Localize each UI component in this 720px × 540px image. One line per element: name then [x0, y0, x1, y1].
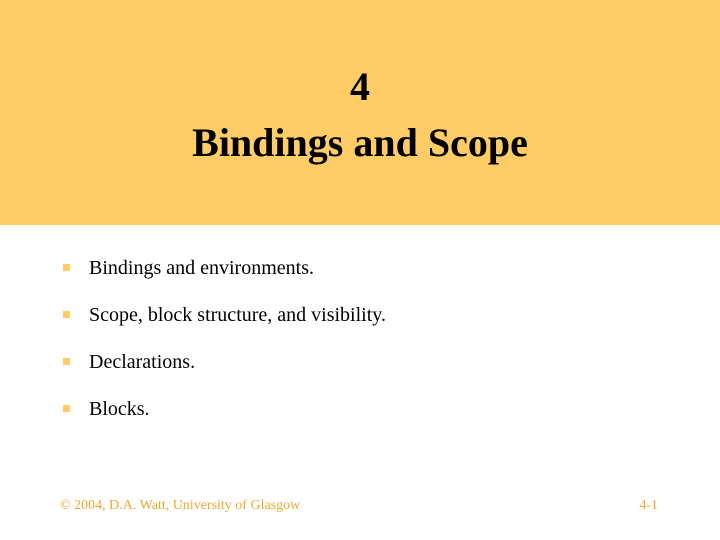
square-bullet-icon	[63, 311, 70, 318]
title-band: 4 Bindings and Scope	[0, 0, 720, 225]
square-bullet-icon	[63, 264, 70, 271]
bullet-text: Scope, block structure, and visibility.	[89, 304, 386, 326]
slide-chapter-number: 4	[350, 64, 370, 109]
square-bullet-icon	[63, 358, 70, 365]
slide-title: Bindings and Scope	[192, 120, 528, 165]
square-bullet-icon	[63, 405, 70, 412]
bullet-text: Blocks.	[89, 398, 150, 420]
bullet-text: Bindings and environments.	[89, 257, 314, 279]
slide-number: 4-1	[639, 498, 658, 513]
bullet-text: Declarations.	[89, 351, 196, 373]
copyright-footer: © 2004, D.A. Watt, University of Glasgow	[60, 498, 301, 513]
